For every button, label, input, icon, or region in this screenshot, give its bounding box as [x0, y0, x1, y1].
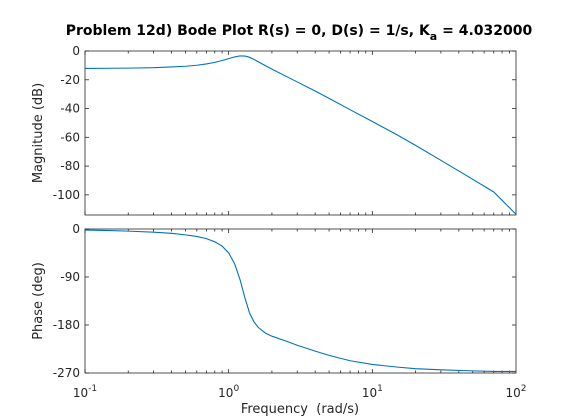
phase-ytick-label: 0: [72, 222, 80, 236]
title-suffix: = 4.032000: [437, 23, 532, 39]
phase-ytick-label: -90: [60, 270, 80, 284]
magnitude-axes: 0 -20 -40 -60 -80 -100 Magnitude (dB): [31, 44, 517, 216]
phase-series-line: [84, 229, 516, 372]
magnitude-ytick-label: -20: [60, 73, 80, 87]
frequency-xtick-label: 102: [505, 384, 526, 400]
phase-ytick-label: -180: [53, 318, 80, 332]
magnitude-ytick-label: 0: [72, 44, 80, 58]
magnitude-ytick-label: -100: [53, 188, 80, 202]
frequency-xtick-label: 101: [362, 384, 383, 400]
phase-ytick-label: -270: [53, 366, 80, 380]
magnitude-ytick-label: -40: [60, 102, 80, 116]
phase-ylabel: Phase (deg): [31, 262, 46, 340]
magnitude-ylabel: Magnitude (dB): [31, 83, 46, 183]
magnitude-ticks: 0 -20 -40 -60 -80 -100: [53, 44, 516, 215]
title-subscript: a: [430, 30, 437, 43]
magnitude-plot-frame: [84, 50, 517, 216]
phase-plot-frame: [84, 228, 517, 374]
magnitude-ytick-label: -80: [60, 159, 80, 173]
magnitude-ytick-label: -60: [60, 130, 80, 144]
title-main: Problem 12d) Bode Plot R(s) = 0, D(s) = …: [66, 23, 431, 39]
frequency-xtick-label: 100: [218, 384, 239, 400]
magnitude-series-line: [84, 55, 517, 215]
phase-axes: 0 -90 -180 -270 10-1 100 101 102 Phase (deg) Fr…: [31, 222, 527, 417]
frequency-xtick-label: 10-1: [73, 384, 97, 400]
frequency-xlabel: Frequency (rad/s): [241, 402, 359, 417]
chart-title: Problem 12d) Bode Plot R(s) = 0, D(s) = …: [66, 23, 533, 43]
